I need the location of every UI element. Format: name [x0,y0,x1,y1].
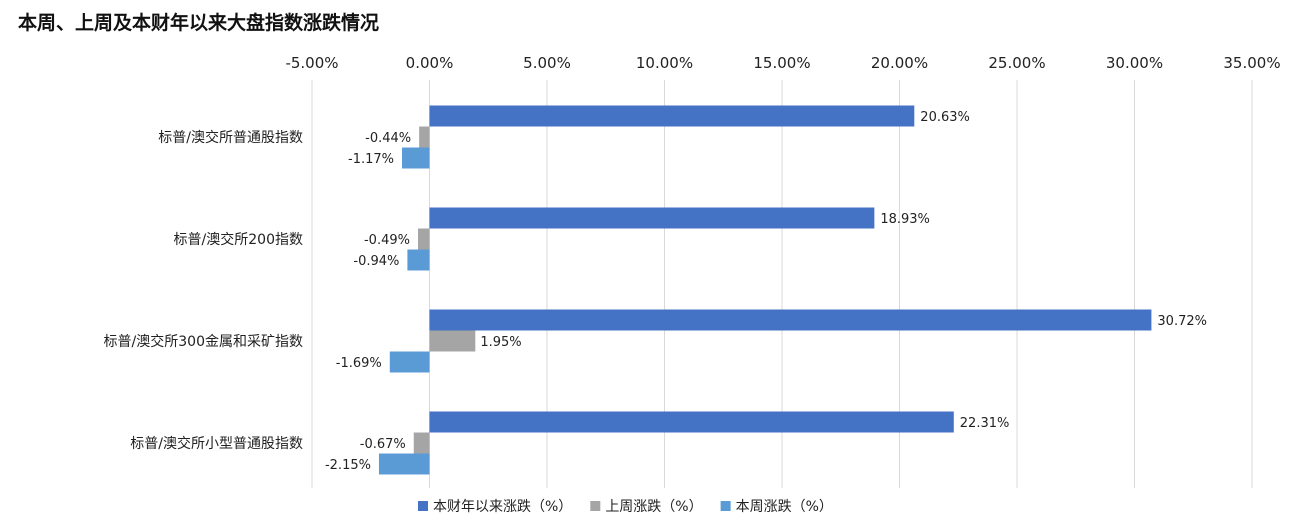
category-label: 标普/澳交所300金属和采矿指数 [104,333,303,350]
legend-swatch [418,501,428,511]
bar [417,228,430,250]
bar [429,330,476,352]
x-tick-label: 30.00% [1106,54,1163,72]
data-label: 18.93% [880,212,930,227]
x-tick-label: 25.00% [988,54,1045,72]
data-label: -0.67% [360,437,406,452]
x-tick-label: 35.00% [1223,54,1280,72]
bar [419,126,430,148]
data-label: -0.94% [353,254,399,269]
data-label: -1.17% [348,152,394,167]
category-label: 标普/澳交所普通股指数 [158,129,303,146]
legend-swatch [720,501,731,511]
bar [413,432,430,454]
x-tick-label: -5.00% [285,54,338,72]
x-tick-label: 15.00% [753,54,810,72]
bar [429,207,875,229]
data-label: -1.69% [336,356,382,371]
data-label: -0.44% [365,131,411,146]
bar [402,147,430,169]
data-label: 1.95% [480,335,521,350]
data-label: -2.15% [325,458,371,473]
bar [429,105,915,127]
bar [407,249,430,271]
bar [378,453,430,475]
legend-label: 本周涨跌（%） [736,499,833,515]
x-tick-label: 0.00% [406,54,454,72]
bar [429,309,1152,331]
data-label: -0.49% [364,233,410,248]
bars [378,105,1152,475]
chart-title: 本周、上周及本财年以来大盘指数涨跌情况 [18,12,380,34]
category-labels: 标普/澳交所普通股指数标普/澳交所200指数标普/澳交所300金属和采矿指数标普… [104,129,303,452]
x-tick-label: 10.00% [636,54,693,72]
legend: 本财年以来涨跌（%） 上周涨跌（%） 本周涨跌（%） [418,499,833,515]
legend-label: 上周涨跌（%） [605,499,702,515]
x-axis-ticks: -5.00% 0.00% 5.00% 10.00% 15.00% 20.00% 25.00%… [285,54,1280,72]
category-label: 标普/澳交所小型普通股指数 [130,435,303,452]
legend-swatch [590,501,601,511]
x-tick-label: 5.00% [523,54,571,72]
bar [429,411,954,433]
legend-label: 本财年以来涨跌（%） [433,499,572,515]
data-label: 30.72% [1157,314,1207,329]
data-label: 20.63% [920,110,970,125]
bar [389,351,430,373]
data-labels: 20.63% -0.44% -1.17% 18.93% -0.49% -0.94% 30.7… [325,110,1207,473]
category-label: 标普/澳交所200指数 [174,231,303,248]
data-label: 22.31% [960,416,1010,431]
x-tick-label: 20.00% [871,54,928,72]
